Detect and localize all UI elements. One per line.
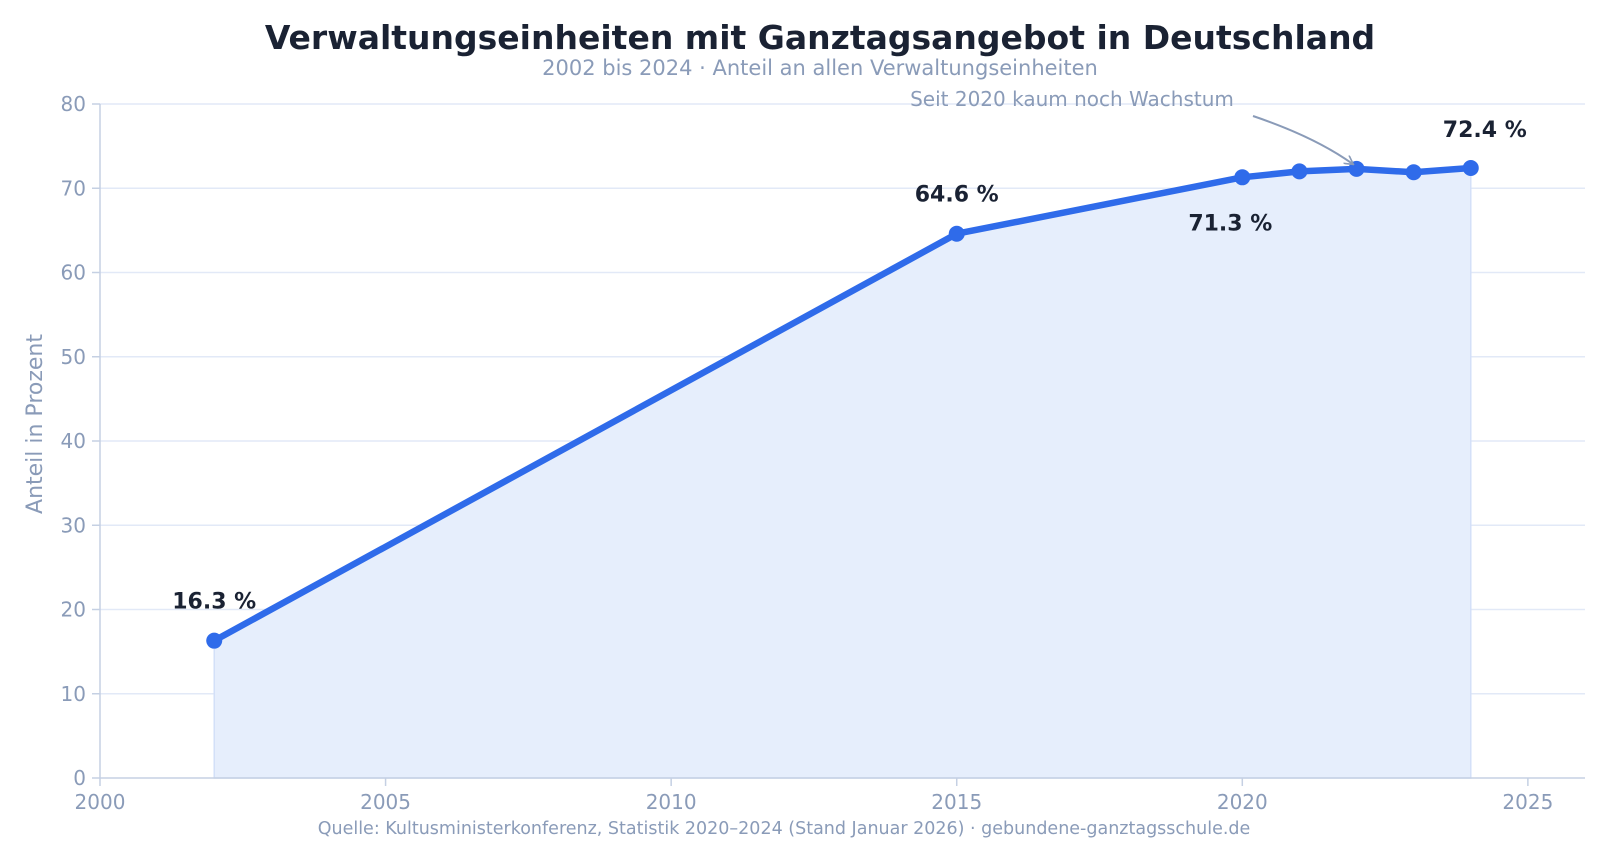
y-tick-label-60: 60 bbox=[61, 261, 86, 285]
data-point-2023 bbox=[1405, 164, 1422, 181]
y-tick-label-10: 10 bbox=[61, 682, 86, 706]
area-fill-layer bbox=[213, 167, 1472, 779]
y-tick-label-50: 50 bbox=[61, 345, 86, 369]
x-tick-label-2005: 2005 bbox=[360, 790, 411, 814]
annotation-arrow bbox=[1252, 115, 1353, 164]
data-point-2021 bbox=[1291, 163, 1308, 180]
annotation-text: Seit 2020 kaum noch Wachstum bbox=[910, 87, 1234, 111]
x-tick-label-2000: 2000 bbox=[75, 790, 126, 814]
data-label-2015: 64.6 % bbox=[915, 183, 999, 208]
data-labels: 16.3 % 64.6 % 71.3 % 72.4 % bbox=[172, 118, 1527, 615]
series-area-0 bbox=[213, 167, 1472, 779]
y-axis-title: Anteil in Prozent bbox=[23, 334, 48, 514]
data-point-2024 bbox=[1462, 160, 1479, 177]
data-label-2024: 72.4 % bbox=[1443, 118, 1527, 143]
y-tick-label-40: 40 bbox=[61, 429, 86, 453]
axes: 0 10 20 30 40 50 60 70 80 2000 2005 2010 2015 2020 202… bbox=[61, 92, 1585, 814]
y-tick-label-30: 30 bbox=[61, 513, 86, 537]
data-point-2020 bbox=[1234, 169, 1251, 186]
annotation: Seit 2020 kaum noch Wachstum bbox=[910, 87, 1352, 164]
x-tick-label-2025: 2025 bbox=[1502, 790, 1553, 814]
data-point-2015 bbox=[948, 225, 965, 242]
y-tick-label-20: 20 bbox=[61, 598, 86, 622]
x-tick-label-2015: 2015 bbox=[931, 790, 982, 814]
data-label-2002: 16.3 % bbox=[172, 590, 256, 615]
y-tick-label-80: 80 bbox=[61, 92, 86, 116]
y-tick-label-0: 0 bbox=[73, 766, 86, 790]
y-tick-label-70: 70 bbox=[61, 176, 86, 200]
data-label-2020: 71.3 % bbox=[1188, 211, 1272, 236]
source-note: Quelle: Kultusministerkonferenz, Statist… bbox=[318, 819, 1251, 839]
x-tick-label-2010: 2010 bbox=[646, 790, 697, 814]
chart-title: Verwaltungseinheiten mit Ganztagsangebot… bbox=[265, 18, 1375, 57]
chart-subtitle: 2002 bis 2024 · Anteil an allen Verwaltu… bbox=[542, 56, 1098, 80]
data-point-2002 bbox=[206, 632, 223, 649]
x-tick-label-2020: 2020 bbox=[1217, 790, 1268, 814]
